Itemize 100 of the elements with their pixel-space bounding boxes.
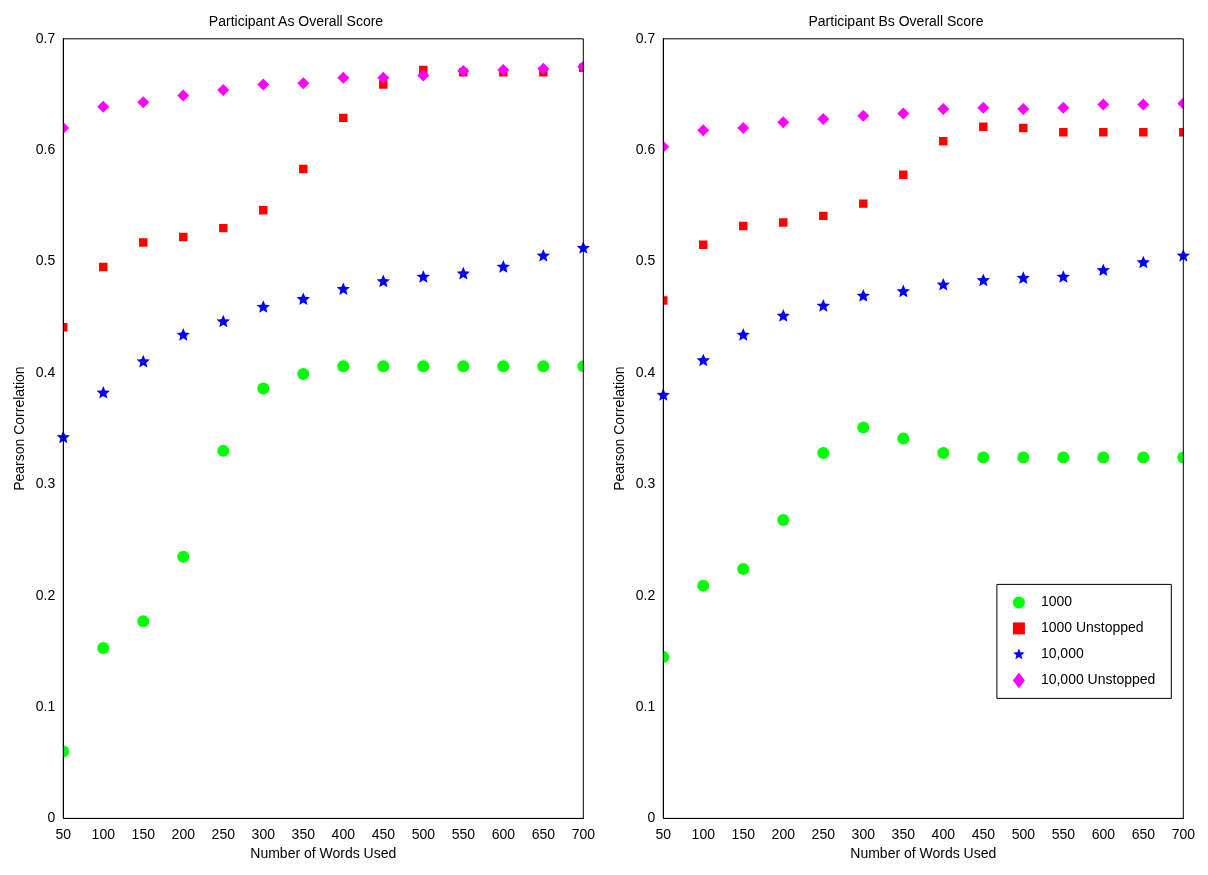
point — [699, 240, 708, 250]
point — [896, 284, 910, 298]
point — [297, 77, 310, 90]
point — [177, 550, 190, 563]
point — [337, 360, 350, 373]
point — [1016, 271, 1030, 284]
x-tick-label: 450 — [971, 825, 996, 842]
point — [219, 223, 228, 233]
x-tick-label: 300 — [251, 825, 276, 842]
point — [297, 368, 310, 381]
x-tick-label: 500 — [411, 825, 436, 842]
y-tick-label: 0.3 — [35, 475, 56, 492]
x-axis-title: Number of Words Used — [250, 845, 397, 862]
point — [376, 274, 390, 288]
point — [856, 289, 870, 302]
point — [977, 101, 990, 114]
x-tick-label: 250 — [811, 825, 836, 842]
point — [937, 447, 950, 460]
point — [137, 615, 150, 628]
point — [259, 206, 268, 215]
point — [1099, 128, 1108, 137]
y-axis-title: Pearson Correlation — [611, 366, 628, 491]
x-tick-label: 650 — [531, 825, 556, 842]
point — [497, 63, 510, 76]
point — [136, 354, 150, 368]
point — [937, 102, 950, 115]
point — [777, 513, 790, 526]
point — [377, 71, 390, 84]
point — [977, 451, 990, 464]
legend-label: 1000 — [1040, 593, 1073, 610]
point — [736, 328, 750, 341]
point — [816, 299, 830, 312]
point — [216, 314, 230, 328]
point — [179, 232, 188, 242]
point — [217, 444, 230, 457]
point — [857, 109, 870, 122]
x-axis-title: Number of Words Used — [850, 845, 997, 862]
point — [697, 124, 710, 137]
point — [1019, 123, 1028, 133]
x-tick-label: 500 — [1011, 825, 1036, 842]
point — [737, 562, 750, 575]
point — [97, 100, 110, 113]
point — [536, 248, 550, 262]
x-tick-label: 350 — [891, 825, 916, 842]
point — [417, 360, 430, 373]
point — [1137, 451, 1150, 464]
y-tick-label: 0.3 — [635, 475, 656, 492]
point — [979, 122, 988, 132]
legend-label: 10,000 Unstopped — [1040, 671, 1156, 688]
point — [1017, 102, 1030, 115]
x-tick-label: 350 — [291, 825, 316, 842]
y-tick-label: 0 — [47, 809, 56, 826]
point — [1057, 451, 1070, 464]
point — [457, 360, 470, 373]
point — [936, 277, 950, 291]
point — [1136, 255, 1150, 269]
x-tick-label: 100 — [91, 825, 116, 842]
point — [217, 84, 230, 97]
point — [776, 309, 790, 322]
point — [377, 360, 390, 373]
point — [857, 421, 870, 434]
point — [1139, 128, 1148, 137]
x-tick-label: 400 — [331, 825, 356, 842]
point — [139, 238, 148, 247]
x-tick-label: 50 — [55, 825, 72, 842]
y-tick-label: 0.2 — [35, 586, 56, 603]
point — [97, 642, 110, 654]
point — [256, 300, 270, 313]
point — [336, 282, 350, 296]
legend-label: 1000 Unstopped — [1040, 619, 1144, 636]
y-tick-label: 0.6 — [35, 141, 56, 158]
point — [897, 432, 910, 445]
point — [939, 137, 948, 146]
y-tick-label: 0.5 — [35, 252, 56, 269]
x-tick-label: 700 — [571, 825, 596, 842]
x-tick-label: 200 — [771, 825, 796, 842]
point — [817, 112, 830, 125]
y-tick-label: 0 — [647, 809, 656, 826]
y-tick-label: 0.7 — [635, 29, 656, 46]
x-tick-label: 600 — [491, 825, 516, 842]
y-tick-label: 0.2 — [635, 586, 656, 603]
x-tick-label: 650 — [1131, 825, 1156, 842]
point — [777, 116, 790, 129]
x-tick-label: 600 — [1091, 825, 1116, 842]
y-tick-label: 0.4 — [35, 363, 56, 380]
point — [99, 262, 108, 272]
chart-title: Participant Bs Overall Score — [808, 13, 984, 30]
x-tick-label: 50 — [655, 825, 672, 842]
point — [1017, 451, 1030, 464]
y-tick-label: 0.1 — [35, 697, 56, 714]
point — [1097, 451, 1110, 464]
point — [697, 579, 710, 592]
y-tick-label: 0.6 — [635, 141, 656, 158]
x-tick-label: 300 — [851, 825, 876, 842]
y-tick-label: 0.1 — [635, 697, 656, 714]
x-tick-label: 200 — [171, 825, 196, 842]
x-tick-label: 150 — [131, 825, 156, 842]
y-tick-label: 0.4 — [635, 363, 656, 380]
point — [1056, 270, 1070, 283]
x-tick-label: 250 — [211, 825, 236, 842]
